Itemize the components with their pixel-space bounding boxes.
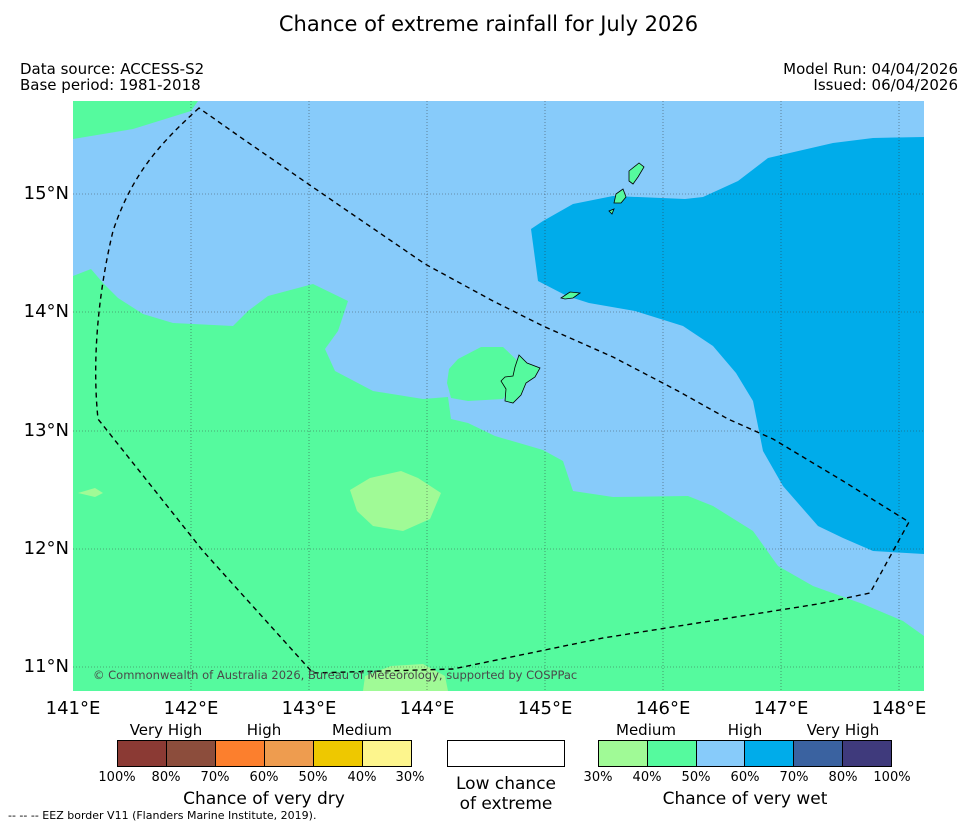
island-aguijan — [608, 208, 615, 215]
neutral-swatch — [447, 740, 565, 767]
wet-colorbar — [598, 740, 892, 767]
island-tinian — [613, 188, 627, 204]
region-medium-wet-center — [350, 471, 441, 531]
wet-pct: 40% — [632, 770, 662, 785]
dry-cat-high: High — [246, 721, 282, 739]
copyright-text: © Commonwealth of Australia 2026, Bureau… — [93, 668, 577, 682]
dry-legend-title: Chance of very dry — [183, 789, 345, 809]
wet-pct: 30% — [583, 770, 613, 785]
model-run: Model Run: 04/04/2026 — [783, 60, 958, 78]
data-source: Data source: ACCESS-S2 — [20, 60, 205, 78]
region-medium-high-wet-south — [73, 269, 924, 691]
dry-swatch-6 — [363, 741, 411, 766]
lon-tick-146e: 146°E — [635, 698, 691, 719]
wet-pct: 60% — [730, 770, 760, 785]
wet-swatch-6 — [843, 741, 891, 766]
region-high-strong-wet — [531, 137, 924, 554]
dry-colorbar — [117, 740, 412, 767]
neutral-title-line1: Low chance — [456, 774, 556, 794]
dry-pct: 30% — [395, 770, 425, 785]
islands — [500, 162, 645, 404]
region-medium-wet-west — [78, 488, 103, 497]
dry-swatch-1 — [118, 741, 167, 766]
region-medium-wet-south — [363, 664, 448, 691]
island-guam — [500, 354, 541, 404]
lon-tick-143e: 143°E — [281, 698, 337, 719]
dry-pct: 60% — [249, 770, 279, 785]
island-rota — [560, 291, 582, 300]
lat-tick-15n: 15°N — [23, 183, 69, 204]
lon-tick-148e: 148°E — [871, 698, 927, 719]
wet-pct: 80% — [828, 770, 858, 785]
dry-swatch-2 — [167, 741, 216, 766]
dry-swatch-5 — [314, 741, 363, 766]
wet-swatch-3 — [696, 741, 746, 766]
lat-tick-11n: 11°N — [23, 656, 69, 677]
wet-legend-title: Chance of very wet — [662, 789, 828, 809]
wet-cat-high: High — [727, 721, 763, 739]
chart-title: Chance of extreme rainfall for July 2026 — [278, 12, 699, 36]
issued-date: Issued: 06/04/2026 — [813, 76, 958, 94]
metadata-left: Data source: ACCESS-S2 Base period: 1981… — [20, 61, 204, 93]
wet-swatch-2 — [647, 741, 697, 766]
wet-cat-very-high: Very High — [806, 721, 880, 739]
wet-cat-medium: Medium — [616, 721, 676, 739]
map-plot[interactable]: © Commonwealth of Australia 2026, Bureau… — [73, 101, 924, 691]
wet-pct: 50% — [681, 770, 711, 785]
wet-pct: 100% — [873, 770, 911, 785]
lon-tick-144e: 144°E — [399, 698, 455, 719]
dry-swatch-3 — [216, 741, 265, 766]
metadata-right: Model Run: 04/04/2026 Issued: 06/04/2026 — [783, 61, 958, 93]
dry-pct: 100% — [98, 770, 136, 785]
lon-tick-145e: 145°E — [517, 698, 573, 719]
base-period: Base period: 1981-2018 — [20, 76, 201, 94]
lat-tick-13n: 13°N — [23, 420, 69, 441]
island-saipan — [628, 162, 645, 185]
lon-tick-141e: 141°E — [45, 698, 101, 719]
graticule — [73, 101, 924, 691]
wet-pct: 70% — [779, 770, 809, 785]
region-medium-high-wet-guam — [447, 347, 520, 401]
region-medium-high-wet-north — [73, 101, 198, 139]
wet-swatch-1 — [599, 741, 648, 766]
eez-footnote: -- -- -- EEZ border V11 (Flanders Marine… — [8, 809, 317, 822]
neutral-title-line2: of extreme — [459, 794, 553, 814]
lon-tick-147e: 147°E — [753, 698, 809, 719]
wet-swatch-5 — [794, 741, 844, 766]
dry-cat-medium: Medium — [332, 721, 392, 739]
dry-pct: 50% — [298, 770, 328, 785]
wet-swatch-4 — [745, 741, 795, 766]
dry-pct: 80% — [151, 770, 181, 785]
dry-pct: 40% — [347, 770, 377, 785]
lat-tick-14n: 14°N — [23, 301, 69, 322]
lat-tick-12n: 12°N — [23, 538, 69, 559]
lon-tick-142e: 142°E — [163, 698, 219, 719]
dry-swatch-4 — [265, 741, 314, 766]
dry-pct: 70% — [200, 770, 230, 785]
dry-cat-very-high: Very High — [129, 721, 203, 739]
